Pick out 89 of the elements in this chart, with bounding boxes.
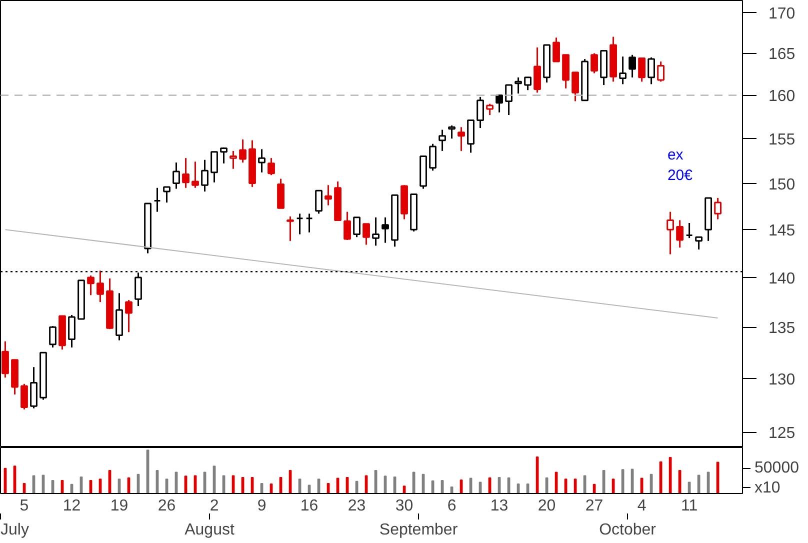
candlestick — [344, 211, 351, 241]
candlestick — [296, 212, 304, 236]
candlestick — [182, 157, 190, 189]
y-tick-label: 140 — [768, 270, 796, 288]
candlestick — [372, 216, 380, 246]
candlestick — [657, 60, 664, 82]
candlestick — [496, 94, 503, 114]
y-tick-label: 170 — [768, 5, 796, 22]
candlestick — [666, 211, 674, 256]
x-tick-label: 6 — [447, 498, 456, 514]
candlestick — [619, 56, 626, 85]
candlestick — [686, 222, 693, 239]
candlestick — [476, 96, 484, 129]
x-tick-label: 2 — [210, 498, 219, 514]
y-tick-label: 155 — [768, 132, 796, 149]
candlestick — [438, 129, 446, 152]
candlestick — [230, 150, 237, 170]
candlestick — [68, 314, 76, 348]
candlestick — [382, 216, 389, 244]
candlestick — [134, 272, 142, 307]
candlestick — [648, 56, 655, 85]
candlestick — [353, 216, 360, 238]
text: July — [0, 522, 29, 538]
candlestick — [172, 162, 180, 190]
candlestick — [572, 72, 579, 102]
x-tick-label: 4 — [637, 498, 646, 514]
candlestick — [458, 126, 465, 152]
text: August — [184, 522, 235, 538]
candlestick — [87, 274, 94, 296]
x-tick-label: 9 — [257, 498, 266, 514]
candlestick — [125, 299, 132, 333]
candlestick — [258, 148, 266, 174]
candlestick — [628, 54, 636, 78]
y-tick-label: 130 — [768, 372, 796, 389]
x-tick-label: 5 — [20, 498, 29, 514]
candlestick — [192, 160, 199, 189]
candlestick — [306, 212, 313, 234]
y-tick-label: 125 — [768, 425, 796, 442]
candlestick — [268, 157, 275, 176]
candlestick — [486, 103, 494, 116]
x-tick-label: 11 — [680, 498, 698, 514]
x-tick-label: 13 — [490, 498, 508, 514]
candlestick — [448, 124, 456, 140]
y-tick-label: 145 — [768, 222, 796, 240]
candlestick — [362, 223, 370, 246]
x-tick-label: 23 — [348, 498, 366, 514]
x-tick-label: 26 — [158, 498, 176, 514]
candlestick — [505, 84, 512, 116]
x-tick-label: 27 — [585, 498, 604, 514]
text: October — [599, 522, 657, 538]
candlestick — [590, 52, 598, 74]
candlestick — [210, 151, 218, 184]
candlestick — [552, 36, 560, 62]
candlestick — [467, 119, 474, 154]
y-tick-label: 135 — [768, 320, 796, 338]
candlestick — [524, 76, 532, 91]
text: September — [379, 522, 458, 538]
x-tick-label: 19 — [110, 498, 128, 514]
candlestick — [429, 143, 436, 172]
candlestick — [277, 178, 284, 209]
x-tick-label: 20 — [538, 498, 556, 514]
candlestick — [534, 46, 541, 94]
text: x10 — [754, 479, 780, 496]
candlestick — [714, 197, 722, 220]
candlestick — [20, 383, 28, 410]
candlestick — [154, 187, 161, 213]
candlestick — [239, 138, 246, 164]
candlestick — [695, 236, 702, 250]
candlestick — [30, 366, 38, 410]
candlestick — [220, 146, 228, 164]
annotation: ex 20€ — [667, 146, 694, 184]
candlestick — [201, 159, 208, 192]
x-tick-label: 16 — [300, 498, 318, 514]
y-tick-label: 150 — [768, 176, 796, 194]
x-tick-label: 30 — [395, 498, 414, 514]
candlestick — [163, 186, 170, 204]
candlestick — [638, 57, 646, 82]
candlestick — [676, 219, 684, 248]
text: 50000 — [754, 460, 800, 477]
y-tick-label: 165 — [768, 46, 796, 64]
x-tick-label: 12 — [62, 498, 81, 514]
candlestick — [286, 216, 294, 242]
candlestick — [2, 340, 9, 378]
candlestick — [96, 270, 104, 303]
candlestick — [514, 76, 522, 94]
candlestick — [315, 190, 322, 214]
y-tick-label: 160 — [768, 88, 796, 106]
candlestick — [49, 325, 56, 348]
candlestick — [324, 184, 332, 206]
